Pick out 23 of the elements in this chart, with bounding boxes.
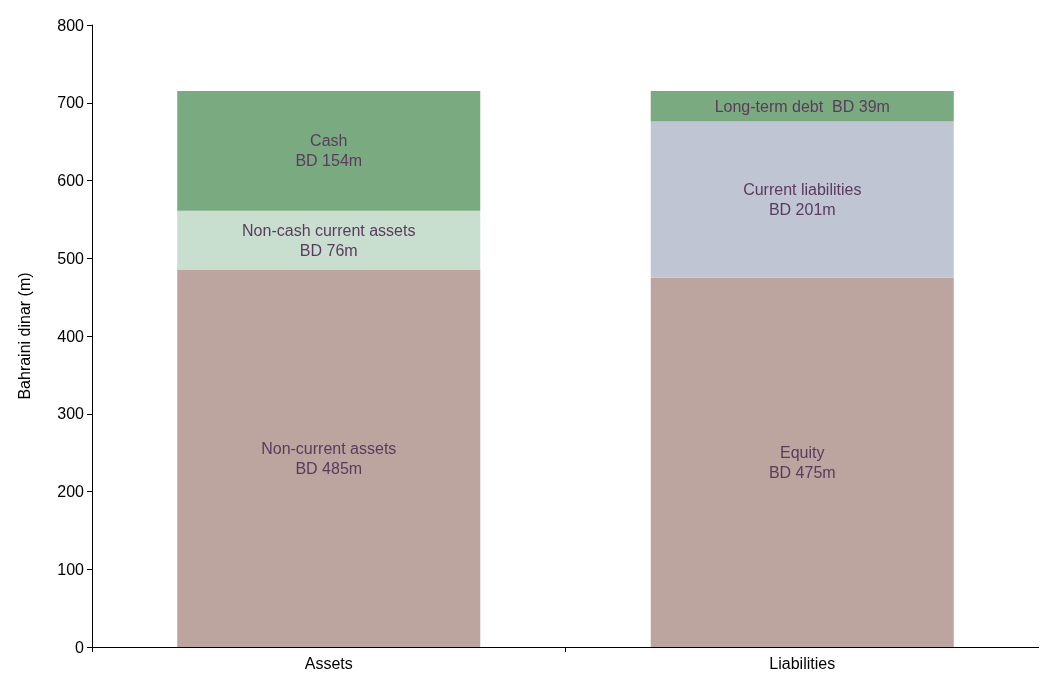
y-tick-label: 700 bbox=[57, 94, 85, 112]
series-label: Non-current assets bbox=[261, 439, 397, 457]
series-label: Cash bbox=[310, 132, 348, 150]
y-axis-title: Bahraini dinar (m) bbox=[15, 272, 33, 400]
y-tick-label: 300 bbox=[57, 405, 85, 423]
text: Long-term debt BD 39m bbox=[714, 97, 890, 115]
x-tick-label: Assets bbox=[304, 654, 353, 672]
y-tick-label: 500 bbox=[57, 249, 85, 267]
y-tick-label: 0 bbox=[75, 638, 85, 656]
y-tick-label: 800 bbox=[57, 16, 85, 34]
y-tick-label: 600 bbox=[57, 172, 85, 189]
data-label: BD 485m bbox=[295, 459, 363, 477]
series-label: Current liabilities bbox=[743, 181, 862, 199]
data-label: BD 475m bbox=[768, 463, 836, 481]
y-tick-label: 100 bbox=[57, 560, 85, 578]
series-label: Equity bbox=[780, 443, 825, 461]
x-tick-label: Liabilities bbox=[769, 654, 836, 672]
data-label: BD 154m bbox=[295, 152, 363, 170]
series-label: Non-cash current assets bbox=[242, 221, 416, 239]
y-tick-label: 400 bbox=[57, 327, 85, 345]
data-label: BD 201m bbox=[768, 201, 836, 219]
y-tick-label: 200 bbox=[57, 483, 85, 500]
data-label: BD 76m bbox=[299, 241, 358, 259]
